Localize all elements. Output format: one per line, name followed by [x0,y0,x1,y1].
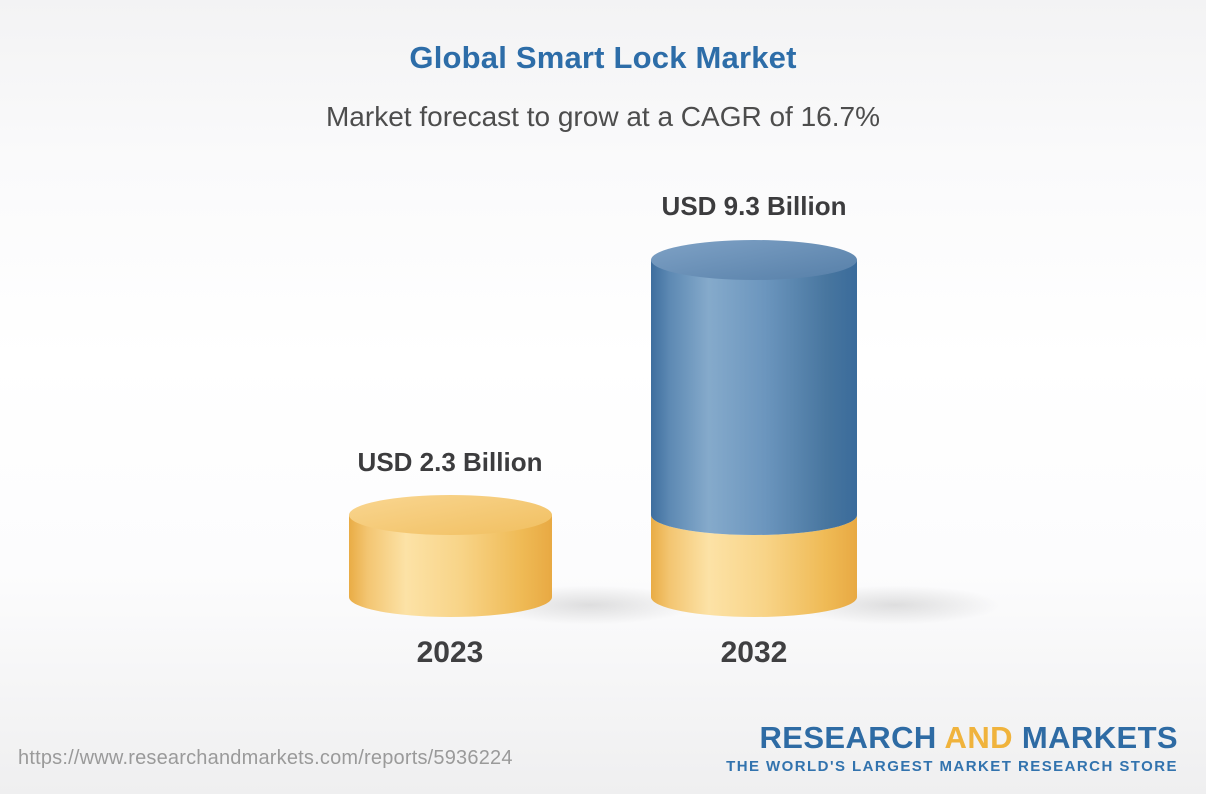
logo-research-text: RESEARCH [759,720,937,755]
bar-value-label-2023: USD 2.3 Billion [357,447,543,477]
report-url: https://www.researchandmarkets.com/repor… [18,747,513,769]
bar-value-label-2032: USD 9.3 Billion [661,191,847,221]
bar-year-label-2023: 2023 [416,636,484,669]
chart-title: Global Smart Lock Market [409,40,797,75]
bar-2032-blue-segment [651,260,857,535]
brand-logo-wordmark: RESEARCH AND MARKETS [726,721,1178,755]
bar-year-label-2032: 2032 [720,636,788,669]
chart-subtitle: Market forecast to grow at a CAGR of 16.… [325,101,880,132]
logo-and-text: AND [944,720,1013,755]
brand-logo: RESEARCH AND MARKETS THE WORLD'S LARGEST… [726,721,1178,776]
logo-markets-text: MARKETS [1021,720,1178,755]
bar-2032-yellow-base-segment [651,515,857,617]
brand-tagline: THE WORLD'S LARGEST MARKET RESEARCH STOR… [726,758,1178,775]
bar-cylinder-2023 [349,495,552,617]
bar-cylinder-2032 [651,240,857,617]
